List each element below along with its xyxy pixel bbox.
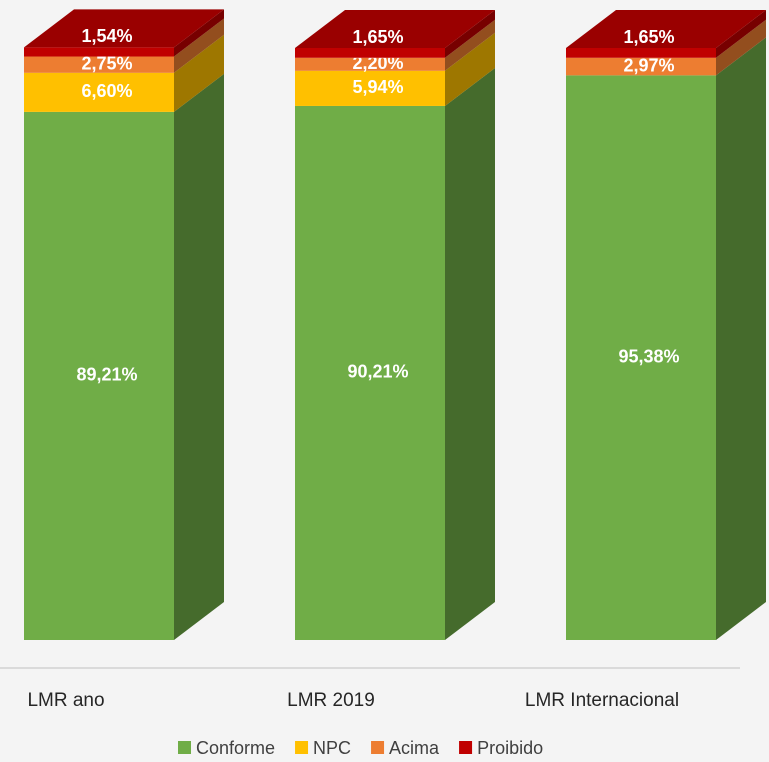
value-label: 2,97% <box>623 55 674 75</box>
bar-side <box>174 34 224 112</box>
bar-side <box>716 37 766 640</box>
bar <box>566 48 716 58</box>
bar <box>24 47 174 57</box>
x-tick-label: LMR ano <box>27 690 104 711</box>
value-label: 89,21% <box>76 365 137 385</box>
value-label: 2,75% <box>81 53 132 73</box>
bar-side <box>716 19 766 76</box>
bar-side <box>174 73 224 640</box>
legend-swatch <box>178 741 191 754</box>
value-label: 1,65% <box>623 27 674 47</box>
bar-top <box>295 10 495 48</box>
x-tick-label: LMR 2019 <box>287 690 375 711</box>
bar-side <box>716 10 766 58</box>
bar <box>295 48 445 58</box>
legend-label: Acima <box>389 738 440 758</box>
bar-side <box>445 67 495 641</box>
legend-label: NPC <box>313 738 351 758</box>
bar-side <box>174 18 224 73</box>
bar <box>24 56 174 73</box>
value-label: 1,54% <box>81 26 132 46</box>
value-label: 95,38% <box>618 346 679 366</box>
bar-side <box>445 19 495 71</box>
value-label: 90,21% <box>347 362 408 382</box>
bar-top <box>566 10 766 48</box>
bar-side <box>445 32 495 106</box>
legend-label: Conforme <box>196 738 275 758</box>
bar <box>566 75 716 640</box>
bar <box>24 111 174 640</box>
value-label: 6,60% <box>81 81 132 101</box>
value-label: 5,94% <box>352 77 403 97</box>
legend-swatch <box>295 741 309 754</box>
value-label: 1,65% <box>352 27 403 47</box>
bar-side <box>445 10 495 58</box>
bar <box>295 57 445 71</box>
legend-swatch <box>371 741 385 754</box>
bar <box>295 70 445 106</box>
bar <box>566 57 716 76</box>
bar-side <box>174 9 224 57</box>
x-tick-label: LMR Internacional <box>525 690 679 711</box>
legend-label: Proibido <box>477 738 543 758</box>
bar-top <box>24 9 224 48</box>
value-label: 2,20% <box>352 53 403 73</box>
legend-swatch <box>459 741 473 754</box>
bar <box>295 105 445 641</box>
bar <box>24 72 174 112</box>
